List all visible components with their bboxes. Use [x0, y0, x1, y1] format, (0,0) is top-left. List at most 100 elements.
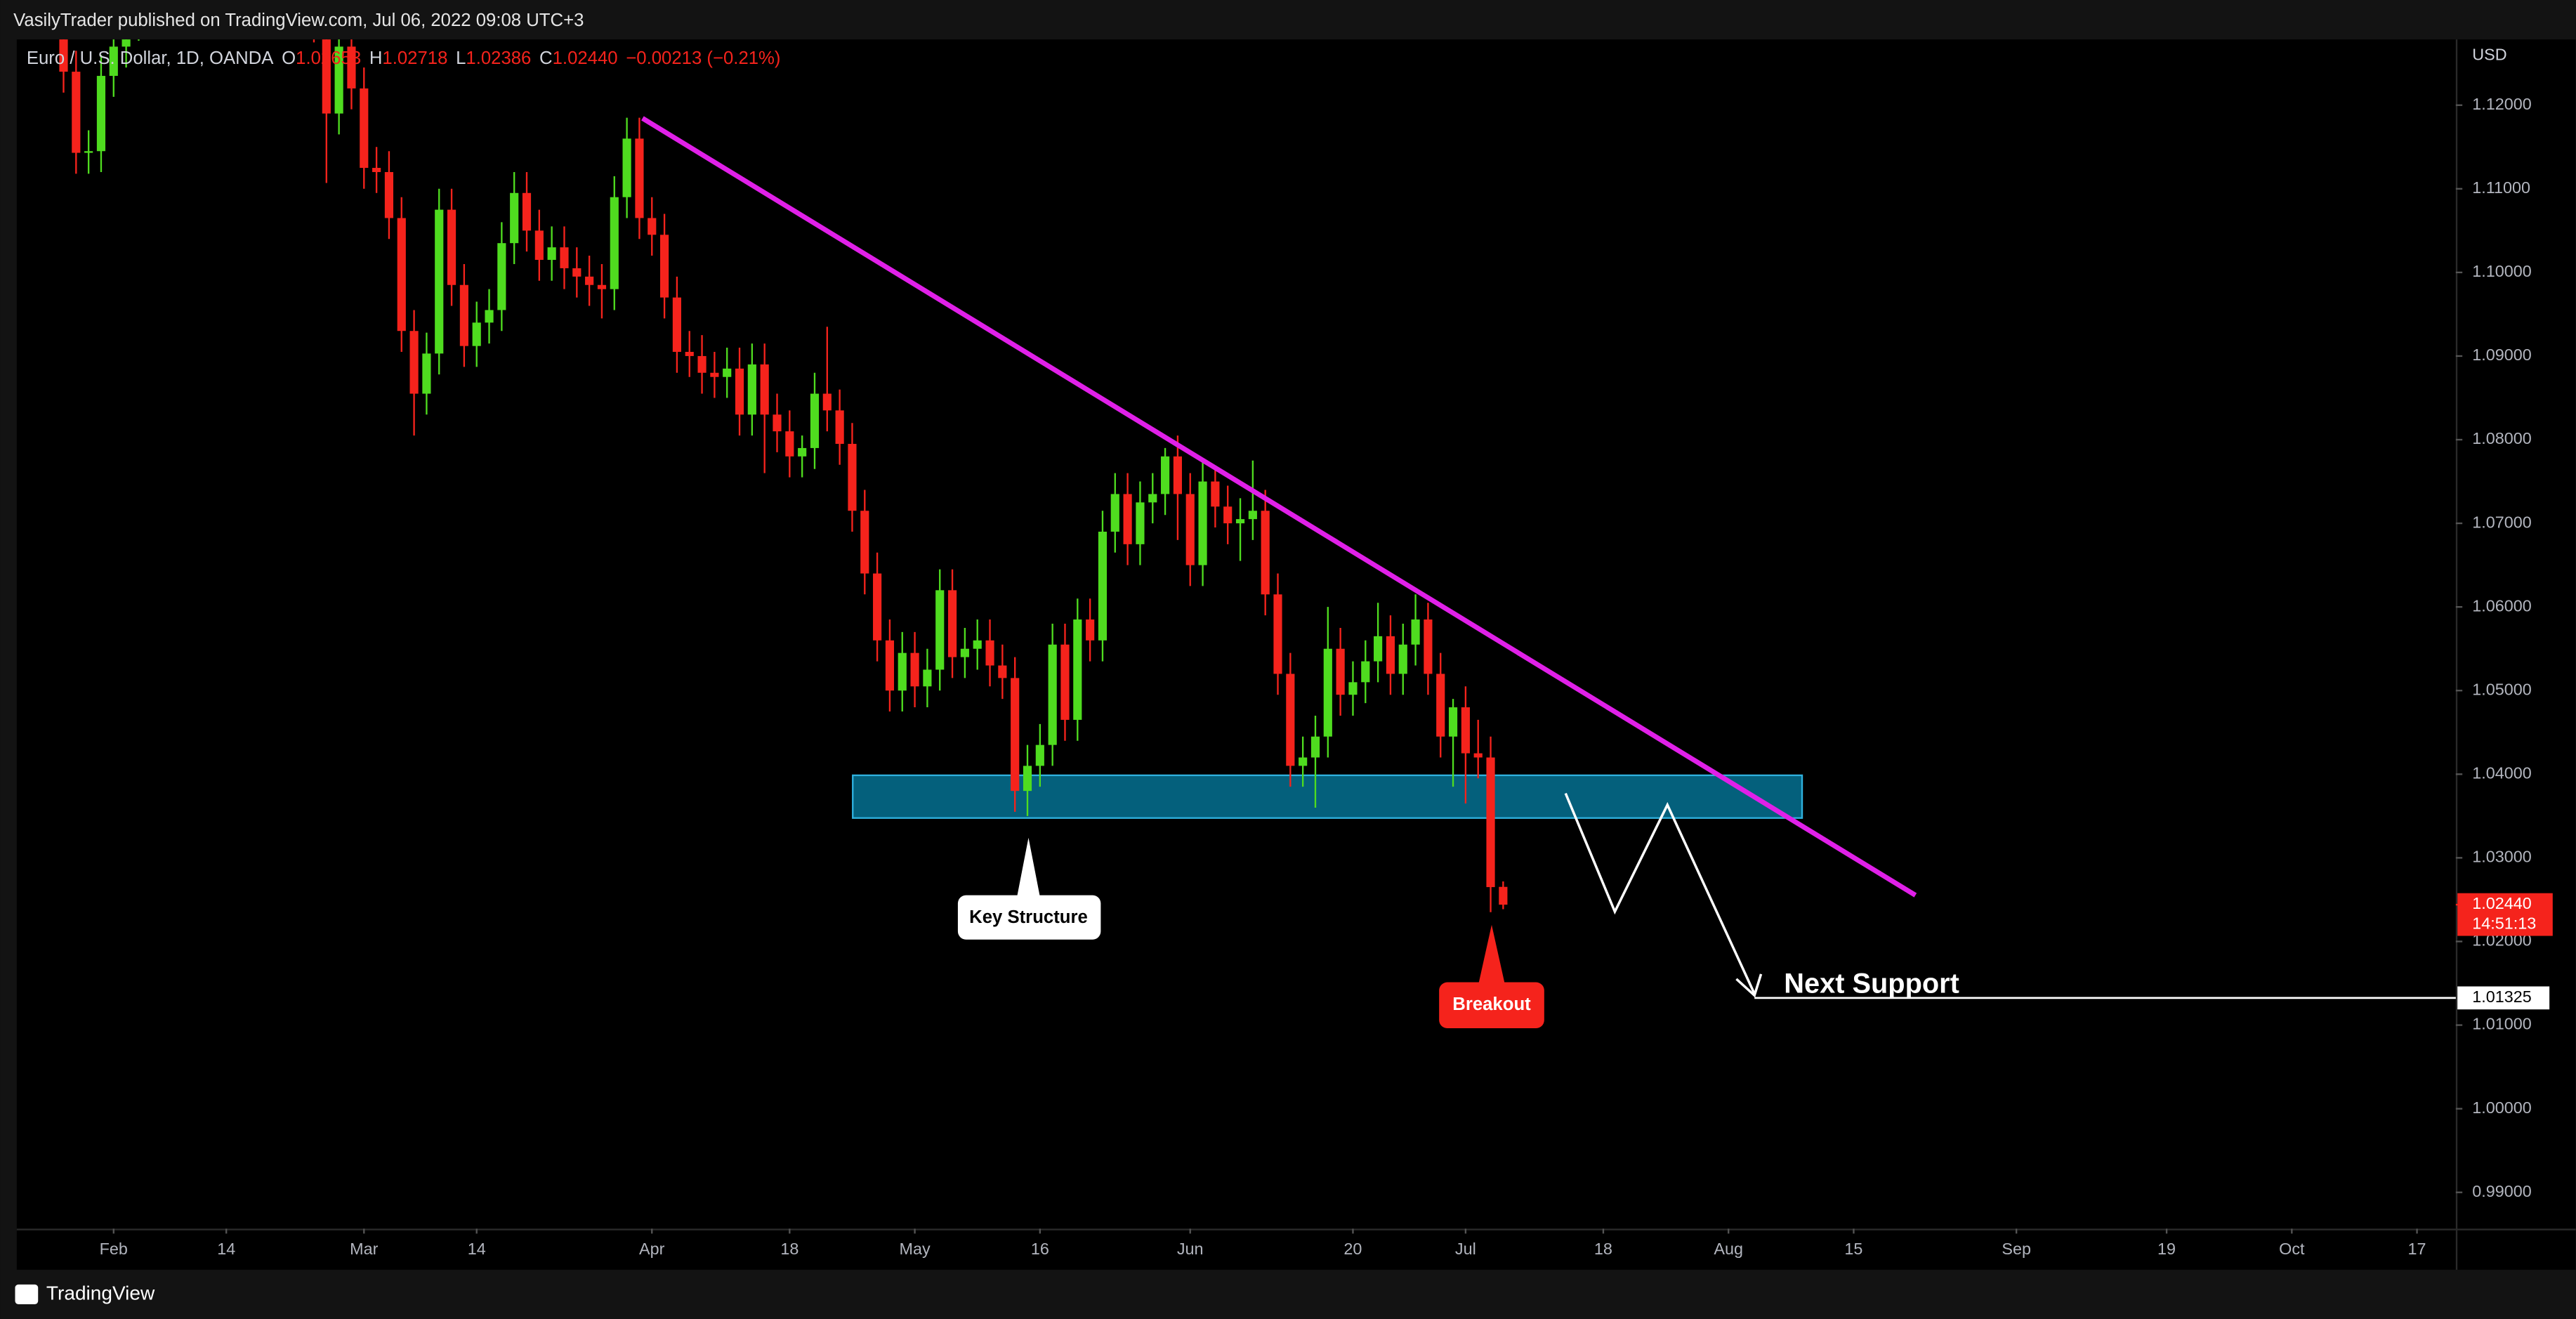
candle-body	[334, 46, 343, 114]
candle	[510, 171, 519, 264]
candle-body	[1148, 494, 1157, 503]
candle	[1198, 460, 1207, 586]
candle-body	[1223, 506, 1233, 524]
candle-body	[1235, 519, 1245, 524]
candle	[1348, 661, 1358, 716]
last-price-label: 1.02440	[2472, 894, 2532, 912]
annotation: Next Support	[1784, 969, 1959, 999]
candle-body	[898, 652, 907, 691]
candle-body	[510, 192, 519, 244]
candle-body	[622, 138, 631, 197]
candle-body	[1048, 644, 1057, 745]
candle-body	[422, 353, 431, 394]
x-tick-label: Feb	[100, 1240, 128, 1258]
candle	[522, 171, 532, 252]
label-box	[1439, 982, 1544, 1029]
candle	[372, 147, 381, 193]
x-tick-label: 15	[1844, 1240, 1862, 1258]
candle-body	[459, 284, 468, 346]
candle	[322, 39, 331, 183]
candle	[1499, 881, 1508, 910]
candle-body	[1286, 674, 1295, 766]
candle-body	[1060, 644, 1070, 720]
candle	[910, 631, 919, 708]
x-tick-label: Aug	[1714, 1240, 1743, 1258]
candle	[1035, 723, 1044, 787]
candle	[710, 351, 719, 398]
candle-body	[697, 355, 707, 373]
candle	[622, 117, 631, 218]
candle-body	[810, 393, 820, 448]
ohlc-key: C	[539, 48, 553, 68]
candle-body	[397, 218, 406, 332]
candle-body	[372, 168, 381, 172]
x-tick-label: Mar	[350, 1240, 378, 1258]
candle-body	[885, 640, 895, 691]
candle-body	[1374, 636, 1383, 662]
x-tick-label: 14	[468, 1240, 486, 1258]
candle	[1336, 627, 1345, 716]
candle-body	[447, 209, 456, 285]
candle	[873, 552, 882, 662]
candle	[735, 348, 744, 436]
candle	[923, 648, 932, 708]
candle-body	[1398, 644, 1407, 674]
candle	[422, 332, 431, 415]
candle	[773, 393, 782, 452]
candle-body	[848, 443, 857, 511]
ohlc-key: L	[456, 48, 466, 68]
candle	[1361, 640, 1370, 704]
candle	[1185, 473, 1195, 586]
x-tick-label: Oct	[2279, 1240, 2305, 1258]
ohlc-value: 1.02386	[466, 48, 531, 68]
y-tick-label: 1.06000	[2472, 596, 2532, 615]
candle-body	[322, 39, 331, 114]
candle	[985, 619, 994, 687]
candle-body	[1299, 757, 1308, 766]
y-tick-label: 1.05000	[2472, 680, 2532, 698]
candle	[1211, 468, 1220, 528]
plot-area	[59, 39, 1803, 912]
x-tick-label: Jul	[1455, 1240, 1476, 1258]
y-tick-label: 1.11000	[2472, 178, 2530, 197]
candle	[1261, 490, 1270, 616]
candle	[1148, 473, 1157, 524]
y-tick-label: 1.12000	[2472, 95, 2532, 113]
x-tick-label: May	[899, 1240, 930, 1258]
arrow-head	[1735, 973, 1763, 998]
x-tick-label: 17	[2408, 1240, 2426, 1258]
x-tick-label: Jun	[1177, 1240, 1204, 1258]
candle	[1473, 719, 1483, 779]
candle	[485, 289, 494, 344]
candle	[1299, 736, 1308, 787]
candle	[1123, 473, 1132, 565]
x-tick-label: 18	[1594, 1240, 1612, 1258]
candle-body	[1110, 494, 1119, 532]
candle-body	[1473, 753, 1483, 758]
candle	[848, 423, 857, 532]
candle-body	[1461, 707, 1470, 754]
support-price-label: 1.01325	[2472, 987, 2532, 1006]
x-tick-label: 14	[217, 1240, 235, 1258]
candle	[1060, 623, 1070, 741]
candle	[747, 343, 756, 436]
candle-body	[648, 218, 657, 235]
x-tick-label: Sep	[2002, 1240, 2031, 1258]
candle-body	[760, 364, 769, 415]
candle	[109, 39, 118, 97]
candle	[960, 627, 969, 678]
candle-body	[547, 247, 556, 261]
price-label-box	[2457, 893, 2553, 936]
ohlc-key: O	[282, 48, 296, 68]
candle	[822, 327, 832, 432]
candle-body	[935, 590, 945, 670]
candle-body	[1023, 766, 1032, 792]
candle-body	[472, 322, 481, 346]
candle-body	[96, 76, 106, 152]
price-label-box	[2457, 986, 2550, 1010]
candle-body	[1035, 744, 1044, 766]
candle-body	[497, 243, 506, 310]
candle	[334, 39, 343, 135]
candle	[998, 644, 1007, 700]
candle	[96, 55, 106, 172]
